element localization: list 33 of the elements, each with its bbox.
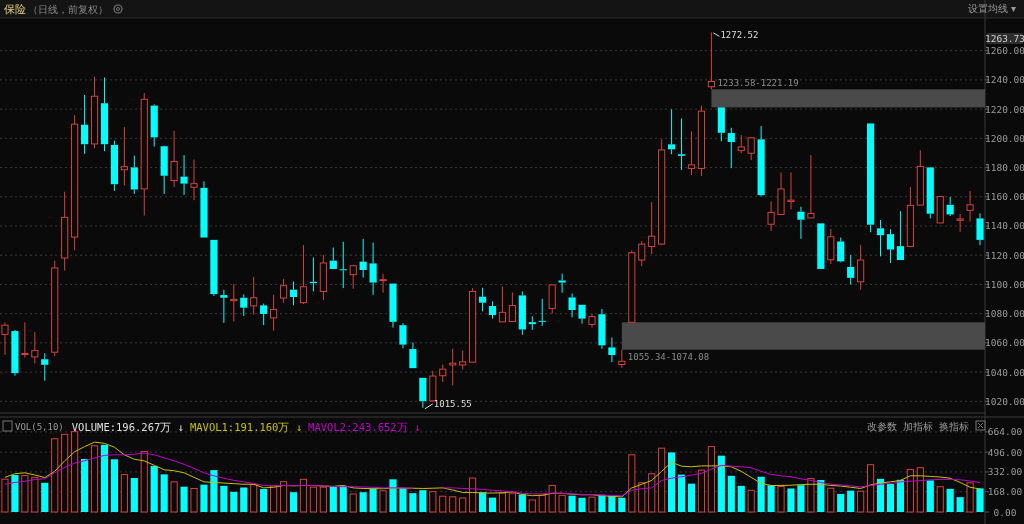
y-tick-label: 1080.00 — [984, 308, 1024, 320]
y-tick-label: 664.00 — [987, 426, 1023, 438]
y-tick-label: 1160.00 — [984, 191, 1024, 203]
annotation: 1263.73 — [984, 32, 1024, 44]
series-label: VOLUME:196.267万 ↓ — [71, 421, 184, 433]
annotation: 加指标 — [903, 421, 933, 432]
y-tick-label: 1180.00 — [984, 162, 1024, 174]
annotation: 改参数 — [867, 421, 897, 432]
chart-title: 保险 — [4, 3, 26, 16]
y-tick-label: 1260.00 — [984, 45, 1024, 57]
y-tick-label: 1020.00 — [984, 395, 1024, 407]
y-tick-label: 496.00 — [987, 446, 1023, 458]
y-tick-label: 1060.00 — [984, 337, 1024, 349]
annotation: 换指标 — [939, 421, 969, 432]
chart-title: VOL(5,10) — [15, 422, 64, 432]
annotation: 1015.55 — [433, 398, 472, 409]
annotation: 1272.52 — [720, 30, 759, 41]
y-tick-label: 332.00 — [987, 466, 1023, 478]
text: MAVOL1:191.160万 ↓ — [189, 421, 303, 433]
y-tick-label: 1220.00 — [984, 103, 1024, 115]
y-tick-label: 1200.00 — [984, 132, 1024, 144]
y-tick-label: 0.00 — [993, 506, 1017, 518]
band-label: 1233.58-1221.19 — [717, 78, 799, 89]
y-tick-label: 1240.00 — [984, 74, 1024, 86]
y-tick-label: 1140.00 — [984, 220, 1024, 232]
band-label: 1055.34-1074.08 — [627, 351, 710, 362]
y-tick-label: 1100.00 — [984, 278, 1024, 290]
y-tick-label: 1040.00 — [984, 366, 1024, 378]
text: MAVOL2:243.652万 ↓ — [308, 421, 421, 433]
text: 设置均线 ▾ — [967, 3, 1016, 14]
chart-subtitle: （日线，前复权） — [28, 4, 108, 15]
y-tick-label: 168.00 — [987, 486, 1023, 498]
y-tick-label: 1120.00 — [984, 249, 1024, 261]
